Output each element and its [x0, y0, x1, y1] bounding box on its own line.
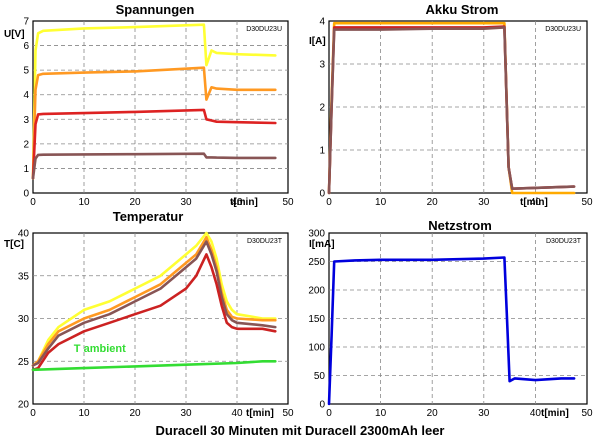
x-tick-label: 0 [30, 408, 36, 419]
x-tick-label: 20 [427, 408, 439, 419]
chart-code-label: D30DU23T [247, 238, 283, 245]
y-tick-label: 200 [308, 286, 325, 297]
series-line-5 [31, 359, 277, 372]
x-tick-label: 40 [231, 197, 243, 208]
y-tick-label: 6 [23, 41, 29, 52]
chart-code-label: D30DU23U [545, 26, 581, 33]
series-line-3 [31, 240, 277, 367]
x-axis-label: t[min] [520, 197, 548, 208]
chart-akku-strom: 0 10 20 30 40 50 0 1 2 3 4 Akku Strom I[A] t[min] D30D… [309, 2, 593, 208]
y-tick-label: 3 [23, 115, 29, 126]
y-axis-label: T[C] [4, 239, 24, 250]
series-line-3 [327, 26, 576, 195]
x-tick-label: 10 [375, 197, 387, 208]
y-tick-label: 0 [319, 400, 325, 411]
chart-title: Spannungen [116, 2, 195, 17]
x-tick-label: 50 [581, 408, 593, 419]
chart-title: Akku Strom [426, 2, 499, 17]
y-tick-label: 4 [319, 17, 325, 28]
y-tick-label: 40 [18, 229, 30, 240]
y-tick-label: 25 [18, 357, 30, 368]
x-tick-label: 10 [375, 408, 387, 419]
x-tick-label: 40 [231, 408, 243, 419]
y-tick-label: 3 [319, 60, 325, 71]
x-tick-label: 10 [78, 197, 90, 208]
y-tick-label: 0 [23, 189, 29, 200]
series-line-2 [31, 66, 277, 180]
chart-temperatur: 0 10 20 30 40 50 20 25 30 35 40 Temperatur T[C] t[min… [4, 209, 294, 419]
x-tick-label: 20 [129, 408, 141, 419]
chart-code-label: D30DU23U [246, 26, 282, 33]
x-tick-label: 30 [180, 408, 192, 419]
y-tick-label: 7 [23, 17, 29, 28]
y-tick-label: 20 [18, 400, 30, 411]
series-line-1 [327, 256, 576, 406]
x-tick-label: 40 [530, 408, 542, 419]
x-axis-label: t[min] [246, 408, 274, 419]
plot-area [32, 20, 289, 194]
y-tick-label: 50 [314, 371, 326, 382]
series-line-4 [31, 152, 277, 180]
x-tick-label: 20 [129, 197, 141, 208]
x-tick-label: 10 [78, 408, 90, 419]
y-tick-label: 4 [23, 90, 29, 101]
chart-netzstrom: 0 10 20 30 40 50 0 50 100 150 200 250 300 Netzstrom I[… [308, 218, 593, 419]
x-tick-label: 0 [326, 408, 332, 419]
y-tick-label: 2 [319, 103, 325, 114]
y-tick-label: 300 [308, 229, 325, 240]
y-tick-label: 150 [308, 314, 325, 325]
series-line-1 [31, 23, 277, 180]
x-tick-label: 40 [530, 197, 542, 208]
x-tick-label: 0 [30, 197, 36, 208]
x-tick-label: 30 [180, 197, 192, 208]
x-tick-label: 50 [581, 197, 593, 208]
y-axis-label: I[A] [309, 36, 326, 47]
y-tick-label: 100 [308, 343, 325, 354]
series-line-2 [31, 236, 277, 367]
x-tick-label: 20 [427, 197, 439, 208]
y-tick-label: 1 [319, 146, 325, 157]
y-tick-label: 0 [319, 189, 325, 200]
series-line-4 [31, 253, 277, 372]
series-line-1 [31, 231, 277, 367]
chart-code-label: D30DU23T [546, 238, 582, 245]
y-tick-label: 250 [308, 257, 325, 268]
chart-title: Temperatur [113, 209, 184, 224]
y-tick-label: 2 [23, 139, 29, 150]
y-tick-label: 1 [23, 164, 29, 175]
y-tick-label: 5 [23, 66, 29, 77]
x-tick-label: 30 [478, 408, 490, 419]
y-axis-label: U[V] [4, 29, 25, 40]
x-tick-label: 50 [282, 197, 294, 208]
y-tick-label: 35 [18, 271, 30, 282]
x-tick-label: 30 [478, 197, 490, 208]
y-axis-label: I[mA] [309, 239, 335, 250]
x-axis-label: t[min] [230, 197, 258, 208]
annotation-t-ambient: T ambient [74, 343, 126, 355]
x-axis-label: t[min] [541, 408, 569, 419]
series-line-3 [31, 108, 277, 180]
chart-title: Netzstrom [428, 218, 492, 233]
figure-caption: Duracell 30 Minuten mit Duracell 2300mAh… [156, 423, 445, 438]
chart-spannungen: 0 10 20 30 40 50 0 1 2 3 4 5 6 7 Spannungen U[V] t[min] D… [4, 2, 294, 208]
x-tick-label: 50 [282, 408, 294, 419]
y-tick-label: 30 [18, 314, 30, 325]
x-tick-label: 0 [326, 197, 332, 208]
